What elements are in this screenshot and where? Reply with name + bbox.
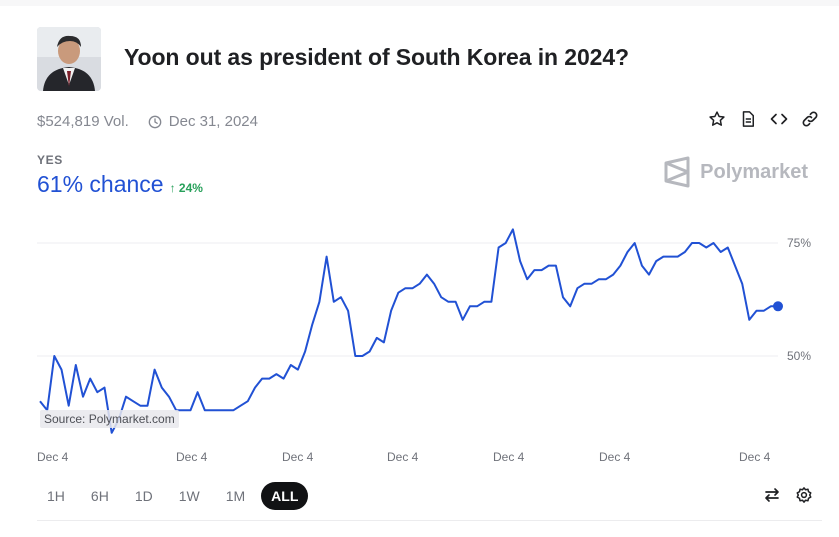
x-label: Dec 4 bbox=[37, 450, 69, 464]
market-title: Yoon out as president of South Korea in … bbox=[124, 44, 629, 70]
time-range-selector: 1H 6H 1D 1W 1M ALL bbox=[37, 482, 309, 510]
star-icon[interactable] bbox=[708, 110, 726, 128]
link-icon[interactable] bbox=[801, 110, 819, 128]
swap-icon[interactable] bbox=[763, 486, 781, 504]
range-1h[interactable]: 1H bbox=[47, 488, 65, 504]
price-chart[interactable]: 75% 50% Dec 4 Dec 4 Dec 4 Dec 4 Dec 4 De… bbox=[0, 222, 839, 472]
market-actions bbox=[708, 110, 819, 128]
clock-icon bbox=[148, 115, 162, 128]
range-1m[interactable]: 1M bbox=[225, 488, 246, 504]
range-1d[interactable]: 1D bbox=[134, 488, 153, 504]
document-icon[interactable] bbox=[739, 110, 757, 128]
settings-icon[interactable] bbox=[795, 486, 813, 504]
x-label: Dec 4 bbox=[599, 450, 631, 464]
outcome-label: YES bbox=[37, 153, 63, 167]
market-meta: $524,819 Vol. Dec 31, 2024 bbox=[37, 113, 258, 130]
top-divider bbox=[0, 0, 839, 6]
y-label-50: 50% bbox=[787, 349, 811, 363]
change-badge: ↑ 24% bbox=[169, 181, 203, 195]
end-date-text: Dec 31, 2024 bbox=[168, 113, 258, 130]
x-label: Dec 4 bbox=[282, 450, 314, 464]
polymarket-icon bbox=[664, 156, 690, 188]
range-1w[interactable]: 1W bbox=[178, 488, 200, 504]
chart-source: Source: Polymarket.com bbox=[40, 410, 179, 428]
chance-text: 61% chance bbox=[37, 171, 164, 197]
code-embed-icon[interactable] bbox=[770, 110, 788, 128]
current-price-dot bbox=[773, 301, 783, 312]
x-label: Dec 4 bbox=[493, 450, 525, 464]
series-line bbox=[39, 228, 778, 434]
polymarket-logo: Polymarket bbox=[663, 156, 808, 188]
market-image bbox=[37, 27, 101, 91]
x-label: Dec 4 bbox=[739, 450, 771, 464]
outcome-chance: 61% chance ↑ 24% bbox=[37, 171, 203, 198]
chart-tools bbox=[763, 486, 813, 504]
range-6h[interactable]: 6H bbox=[90, 488, 109, 504]
y-label-75: 75% bbox=[787, 236, 811, 250]
range-all[interactable]: ALL bbox=[261, 482, 309, 510]
volume-text: $524,819 Vol. bbox=[37, 113, 129, 130]
x-label: Dec 4 bbox=[176, 450, 208, 464]
bottom-divider bbox=[37, 520, 822, 521]
brand-name: Polymarket bbox=[700, 160, 808, 183]
x-label: Dec 4 bbox=[387, 450, 419, 464]
